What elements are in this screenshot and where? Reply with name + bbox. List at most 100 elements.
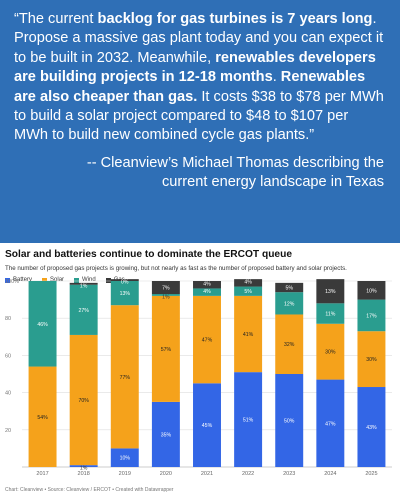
legend-swatch-wind [74, 277, 80, 283]
data-label: 13% [120, 291, 131, 297]
bar-segment-battery [193, 383, 221, 467]
data-label: 11% [325, 312, 335, 318]
bar-segment-solar [110, 305, 139, 449]
x-tick-label: 2018 [78, 471, 90, 477]
legend-label-battery: Battery [13, 277, 33, 283]
quote-attribution: -- Cleanview’s Michael Thomas describing… [14, 154, 386, 193]
data-label: 1% [80, 283, 88, 289]
bar-segment-battery [110, 448, 139, 467]
attribution-line-1: -- Cleanview’s Michael Thomas describing… [86, 154, 384, 171]
bar-segment-gas [357, 281, 386, 300]
bar-segment-solar [234, 295, 263, 373]
bar-segment-solar [28, 366, 57, 467]
quote-bold-renewables-cheaper: Renewables are also cheaper than gas. [14, 69, 366, 105]
bar-segment-solar [151, 295, 180, 402]
data-label: 0% [121, 280, 129, 286]
bar-segment-solar [69, 334, 98, 466]
quote-mid-1: . Propose a massive gas plant today and … [14, 11, 384, 66]
data-label: 54% [37, 415, 48, 421]
legend-label-solar: Solar [50, 277, 65, 283]
legend-item-wind: Wind [74, 277, 96, 283]
chart-subtitle: The number of proposed gas projects is g… [5, 265, 347, 272]
data-label: 5% [285, 286, 293, 292]
bar-segment-gas [151, 281, 180, 295]
data-label: 70% [78, 398, 89, 404]
x-tick-label: 2025 [365, 471, 377, 477]
bar-segment-solar [193, 295, 221, 384]
chart-area: Solar and batteries continue to dominate… [0, 243, 400, 500]
data-label: 10% [120, 456, 131, 462]
x-tick-label: 2017 [36, 471, 48, 477]
bar-segment-wind [275, 292, 304, 315]
x-tick-label: 2024 [324, 471, 336, 477]
bar-segment-gas [69, 282, 98, 285]
y-tick-label: 60 [5, 353, 11, 359]
bar-segment-battery [234, 372, 263, 467]
chart-title: Solar and batteries continue to dominate… [5, 249, 292, 260]
y-tick-label: 20 [5, 428, 11, 434]
bar-segment-battery [69, 465, 98, 467]
x-tick-label: 2019 [119, 471, 131, 477]
data-label: 10% [366, 288, 377, 294]
x-tick-label: 2022 [242, 471, 254, 477]
bar-segment-solar [316, 323, 345, 380]
bar-segment-wind [316, 303, 345, 324]
bar-segment-wind [357, 299, 386, 332]
data-label: 4% [244, 280, 252, 286]
legend-swatch-solar [42, 277, 48, 283]
data-label: 77% [120, 375, 131, 381]
data-label: 30% [325, 350, 336, 356]
data-label: 5% [244, 289, 252, 295]
bar-segment-solar [275, 314, 304, 374]
data-label: 47% [325, 421, 336, 427]
bar-segment-gas [275, 282, 304, 293]
quote-lead: “The current [14, 11, 98, 27]
legend-label-wind: Wind [82, 277, 96, 283]
data-label: 43% [366, 425, 377, 431]
quote-tail: It costs $38 to $78 per MWh to build a s… [14, 88, 384, 144]
bar-segment-wind [151, 294, 180, 296]
data-label: 50% [284, 419, 295, 425]
bar-segment-wind [110, 281, 139, 306]
quote-text: “The current backlog for gas turbines is… [14, 10, 386, 146]
data-label: 4% [203, 289, 211, 295]
quote-mid-2: . [272, 69, 281, 86]
data-label: 46% [37, 322, 48, 328]
bar-segment-solar [357, 331, 386, 388]
data-label: 4% [203, 282, 211, 288]
data-label: 41% [243, 332, 254, 338]
data-label: 12% [284, 301, 295, 307]
bar-segment-battery [151, 401, 180, 467]
data-label: 51% [243, 418, 254, 424]
bar-segment-wind [234, 286, 263, 296]
bar-segment-gas [316, 279, 345, 304]
legend-swatch-gas [105, 277, 111, 283]
data-label: 35% [161, 432, 172, 438]
bar-segment-gas [110, 279, 139, 281]
data-label: 30% [366, 357, 377, 363]
bar-segment-gas [193, 281, 221, 289]
data-label: 17% [366, 313, 377, 319]
x-tick-label: 2021 [201, 471, 213, 477]
data-label: 47% [202, 338, 213, 344]
legend-swatch-battery [5, 277, 10, 283]
legend-item-solar: Solar [42, 277, 64, 283]
bar-segment-battery [275, 374, 304, 467]
quote-bold-backlog: backlog for gas turbines is 7 years long [97, 11, 373, 27]
attribution-line-2: current energy landscape in Texas [161, 174, 384, 191]
stacked-bar-plot: 100%8060402054%46%20171%70%27%1%201810%7… [5, 279, 392, 477]
quote-bold-renewables-speed: renewables developers are building proje… [14, 49, 376, 86]
chart-source: Chart: Cleanview • Source: Cleanview / E… [5, 487, 174, 493]
data-label: 45% [202, 423, 213, 429]
data-label: 32% [284, 342, 295, 348]
y-tick-label: 80 [5, 316, 11, 322]
quote-panel: “The current backlog for gas turbines is… [0, 0, 400, 243]
y-tick-label: 100% [5, 279, 19, 285]
data-label: 1% [162, 295, 170, 301]
bar-segment-wind [69, 284, 98, 335]
bar-segment-gas [234, 279, 263, 287]
y-tick-label: 40 [5, 391, 11, 397]
bar-segment-battery [357, 387, 386, 467]
data-label: 13% [325, 289, 336, 295]
legend-item-battery: Battery [5, 277, 32, 283]
